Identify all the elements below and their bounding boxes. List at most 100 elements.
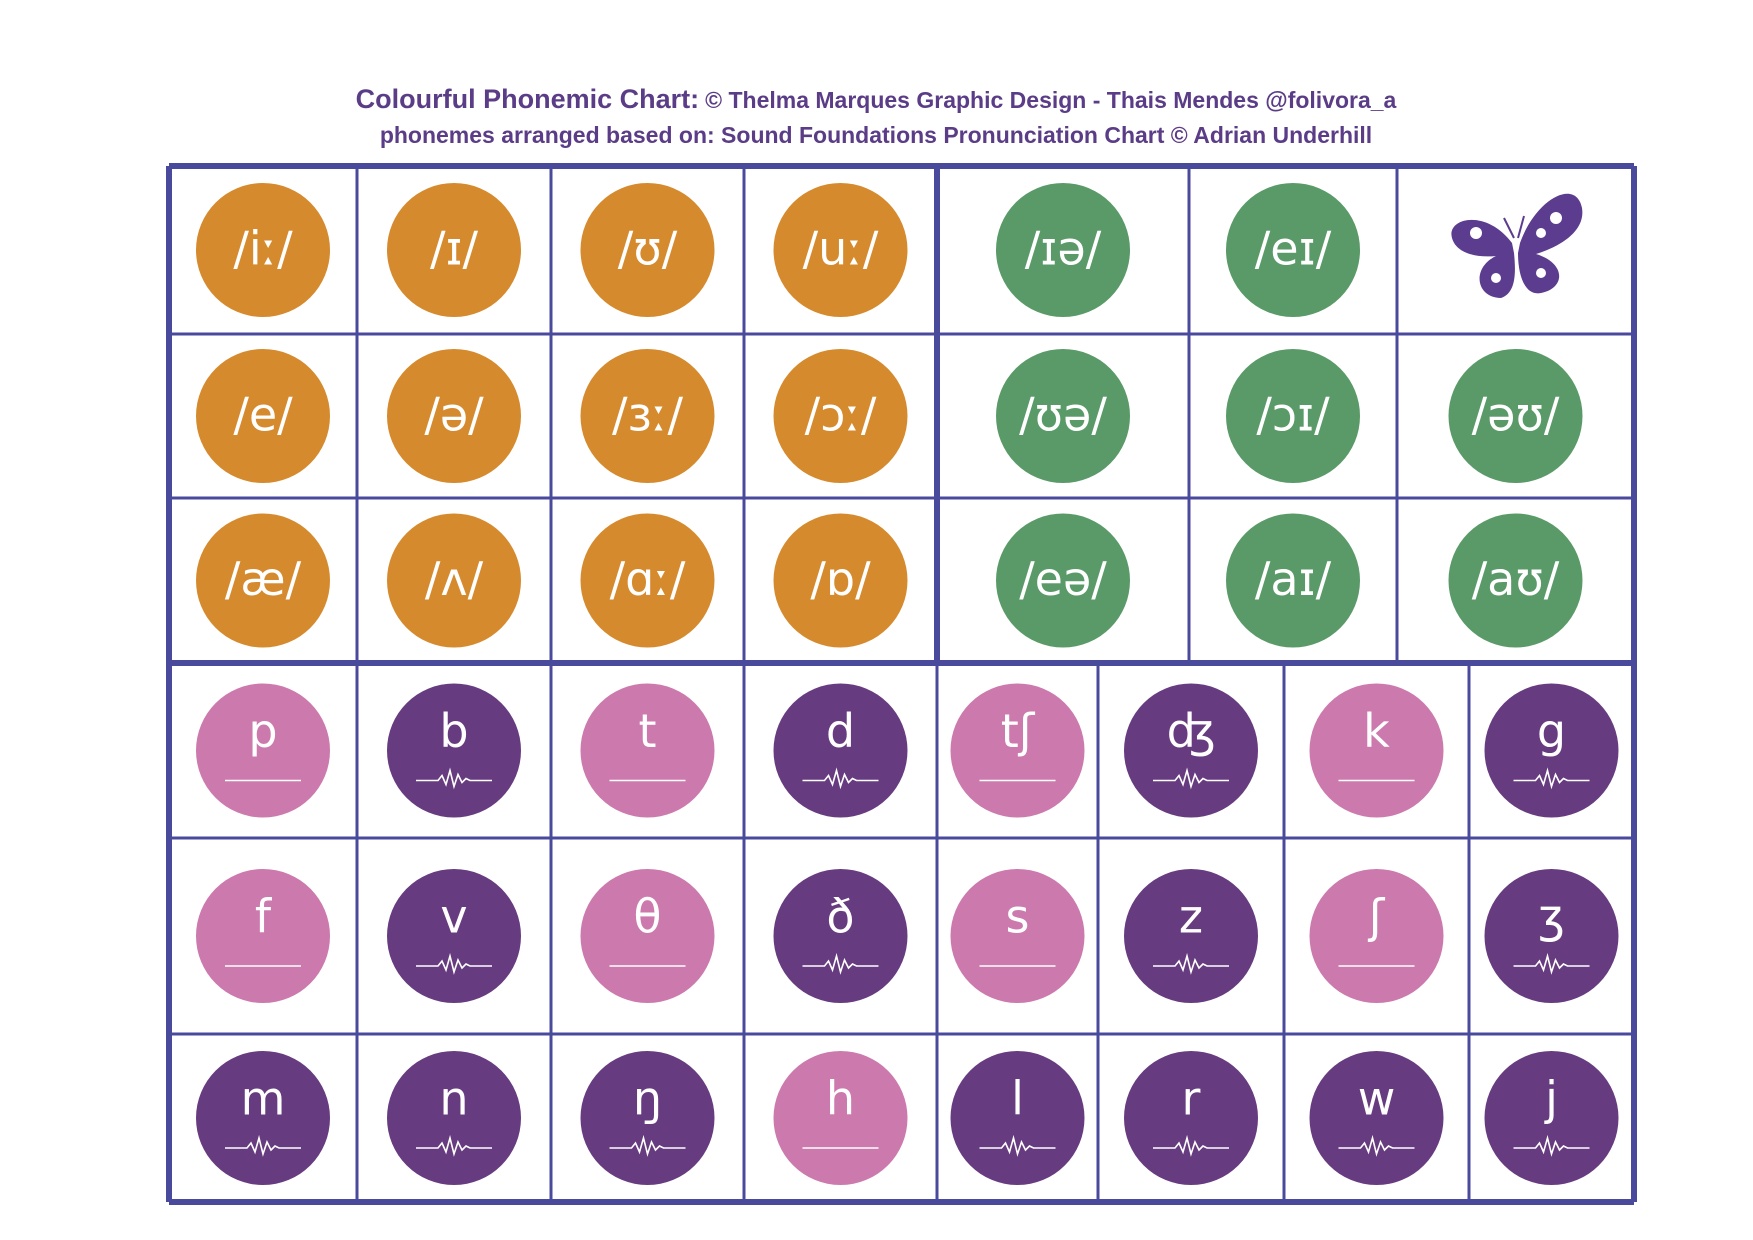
consonant-symbol: ŋ	[633, 1072, 662, 1126]
consonant-symbol: θ	[633, 890, 661, 944]
consonant-symbol: tʃ	[1001, 704, 1036, 758]
voiced-wave	[416, 952, 492, 975]
consonant-circle	[1124, 683, 1258, 818]
consonant-circle	[580, 683, 715, 818]
monophthongs-symbol: /ə/	[424, 388, 484, 442]
consonant-symbol: s	[1006, 890, 1030, 944]
diphthongs-symbol: /ʊə/	[1019, 388, 1107, 442]
consonant-symbol: m	[241, 1072, 286, 1126]
monophthongs-circle	[773, 513, 908, 648]
monophthongs-symbol: /ɪ/	[430, 222, 479, 276]
grid	[166, 163, 1637, 1205]
consonant-circle	[773, 869, 908, 1003]
monophthongs-symbol: /ʌ/	[425, 552, 484, 606]
diphthongs-symbol: /əʊ/	[1472, 388, 1560, 442]
consonant-circle	[950, 869, 1085, 1003]
voiced-wave	[416, 1134, 492, 1157]
consonant-circle	[580, 869, 715, 1003]
voiced-wave	[416, 767, 492, 790]
diphthongs-circle	[1226, 183, 1360, 317]
consonant-symbol: p	[248, 704, 277, 758]
consonant-symbol: d	[826, 704, 855, 758]
consonant-circle	[387, 683, 521, 818]
monophthongs-symbol: /ɜː/	[612, 388, 683, 442]
diphthongs-symbol: /ɔɪ/	[1256, 388, 1330, 442]
butterfly	[1451, 193, 1583, 298]
voiced-wave	[225, 1134, 301, 1157]
consonant-symbol: k	[1363, 704, 1390, 758]
consonant-circle	[387, 1051, 521, 1185]
voiced-wave	[609, 1134, 686, 1157]
monophthongs-circle	[773, 349, 908, 483]
diphthongs-circle	[996, 513, 1130, 648]
cells: /iː/ /ɪ/ /ʊ/ /uː/ /e/ /ə/ /ɜː/ /ɔː/ /æ/ /ʌ/ /ɑː/ /ɒ…	[196, 183, 1619, 1185]
voiced-wave	[979, 1134, 1056, 1157]
consonant-circle	[1309, 1051, 1444, 1185]
consonant-symbol: r	[1182, 1072, 1201, 1126]
diphthongs-symbol: /aʊ/	[1472, 552, 1560, 606]
consonant-circle	[1309, 683, 1444, 818]
consonant-symbol: b	[439, 704, 468, 758]
monophthongs-symbol: /ɑː/	[610, 552, 686, 606]
monophthongs-symbol: /ɒ/	[810, 552, 871, 606]
consonant-circle	[580, 1051, 715, 1185]
diphthongs-circle	[1226, 513, 1360, 648]
diphthongs-symbol: /ɪə/	[1025, 222, 1102, 276]
monophthongs-symbol: /iː/	[233, 222, 293, 276]
consonant-circle	[196, 1051, 330, 1185]
consonant-symbol: h	[826, 1072, 855, 1126]
diphthongs-symbol: /eɪ/	[1255, 222, 1332, 276]
monophthongs-circle	[196, 183, 330, 317]
voiced-wave	[1153, 952, 1229, 975]
consonant-circle	[196, 683, 330, 818]
consonant-symbol: ʃ	[1368, 890, 1386, 944]
diphthongs-circle	[1226, 349, 1360, 483]
consonant-symbol: g	[1537, 704, 1566, 758]
diphthongs-circle	[1448, 513, 1583, 648]
source: phonemes arranged based on: Sound Founda…	[380, 122, 1372, 148]
consonant-circle	[1124, 1051, 1258, 1185]
consonant-symbol: t	[638, 704, 656, 758]
monophthongs-circle	[196, 513, 330, 648]
diphthongs-circle	[1448, 349, 1583, 483]
consonant-symbol: f	[255, 890, 273, 944]
monophthongs-circle	[580, 183, 715, 317]
consonant-symbol: ʤ	[1167, 704, 1216, 758]
voiced-wave	[1338, 1134, 1415, 1157]
monophthongs-circle	[387, 513, 521, 648]
consonant-circle	[196, 869, 330, 1003]
consonant-symbol: ʒ	[1538, 890, 1565, 944]
consonant-circle	[773, 683, 908, 818]
diphthongs-circle	[996, 183, 1130, 317]
credit: © Thelma Marques Graphic Design - Thais …	[705, 87, 1396, 113]
consonant-circle	[773, 1051, 908, 1185]
monophthongs-symbol: /æ/	[225, 552, 302, 606]
consonant-symbol: v	[440, 890, 467, 944]
diphthongs-symbol: /eə/	[1019, 552, 1107, 606]
diphthongs-circle	[996, 349, 1130, 483]
monophthongs-symbol: /e/	[233, 388, 293, 442]
monophthongs-circle	[580, 513, 715, 648]
consonant-circle	[1124, 869, 1258, 1003]
voiced-wave	[1513, 1134, 1590, 1157]
consonant-symbol: l	[1011, 1072, 1024, 1126]
diphthongs-symbol: /aɪ/	[1255, 552, 1332, 606]
consonant-symbol: j	[1544, 1072, 1558, 1126]
monophthongs-circle	[387, 183, 521, 317]
monophthongs-circle	[580, 349, 715, 483]
consonant-circle	[950, 1051, 1085, 1185]
monophthongs-circle	[196, 349, 330, 483]
voiced-wave	[1513, 952, 1590, 975]
consonant-symbol: z	[1179, 890, 1203, 944]
title: Colourful Phonemic Chart:	[356, 84, 700, 114]
consonant-circle	[950, 683, 1085, 818]
consonant-circle	[1484, 869, 1619, 1003]
consonant-symbol: w	[1358, 1072, 1396, 1126]
consonant-circle	[1484, 683, 1619, 818]
voiced-wave	[1513, 767, 1590, 790]
voiced-wave	[1153, 1134, 1229, 1157]
monophthongs-circle	[773, 183, 908, 317]
header-line: Colourful Phonemic Chart: © Thelma Marque…	[356, 84, 1397, 114]
monophthongs-symbol: /ʊ/	[618, 222, 678, 276]
consonant-symbol: n	[439, 1072, 468, 1126]
